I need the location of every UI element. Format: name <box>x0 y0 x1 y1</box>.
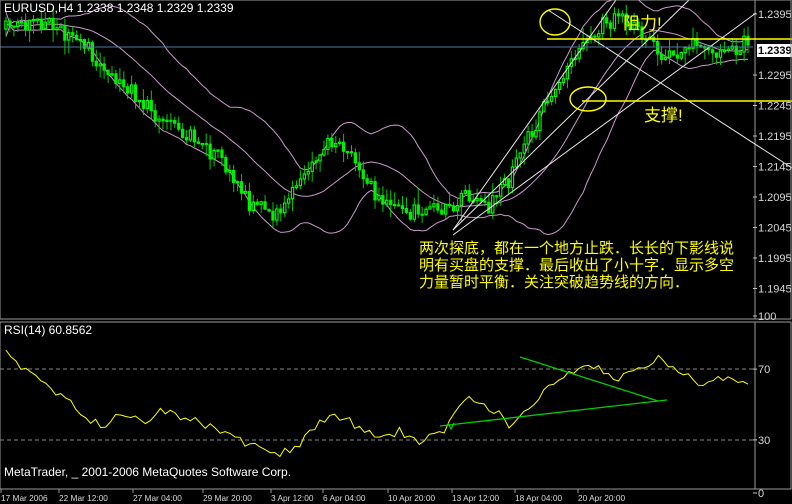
svg-text:13 Apr 12:00: 13 Apr 12:00 <box>452 493 499 503</box>
svg-text:明有买盘的支撑．最后收出了小十字．显示多空: 明有买盘的支撑．最后收出了小十字．显示多空 <box>419 256 734 274</box>
svg-text:阻力!: 阻力! <box>623 14 662 33</box>
svg-text:RSI(14) 60.8562: RSI(14) 60.8562 <box>4 323 92 337</box>
svg-text:1.2245: 1.2245 <box>758 101 792 113</box>
svg-text:1.2295: 1.2295 <box>758 70 792 82</box>
svg-text:1.2145: 1.2145 <box>758 162 792 174</box>
svg-text:29 Mar 20:00: 29 Mar 20:00 <box>203 493 252 503</box>
svg-text:0: 0 <box>758 488 764 500</box>
svg-text:3 Apr 12:00: 3 Apr 12:00 <box>271 493 314 503</box>
svg-text:1.1945: 1.1945 <box>758 284 792 296</box>
svg-text:MetaTrader, _ 2001-2006 MetaQu: MetaTrader, _ 2001-2006 MetaQuotes Softw… <box>4 465 291 479</box>
svg-text:10 Apr 20:00: 10 Apr 20:00 <box>388 493 435 503</box>
svg-text:27 Mar 04:00: 27 Mar 04:00 <box>133 493 182 503</box>
svg-text:6 Apr 04:00: 6 Apr 04:00 <box>323 493 366 503</box>
svg-text:1.2195: 1.2195 <box>758 131 792 143</box>
svg-text:力量暂时平衡．关注突破趋势线的方向．: 力量暂时平衡．关注突破趋势线的方向． <box>419 274 689 291</box>
svg-text:100: 100 <box>758 311 776 323</box>
svg-text:EURUSD,H4 1.2338 1.2348 1.232: EURUSD,H4 1.2338 1.2348 1.2329 1.2339 <box>4 1 234 15</box>
svg-text:1.1995: 1.1995 <box>758 253 792 265</box>
svg-text:17 Mar 2006: 17 Mar 2006 <box>1 493 48 503</box>
svg-text:1.2395: 1.2395 <box>758 9 792 21</box>
svg-text:1.2339: 1.2339 <box>758 45 792 57</box>
svg-text:70: 70 <box>758 364 770 376</box>
svg-text:1.2045: 1.2045 <box>758 223 792 235</box>
svg-text:20 Apr 20:00: 20 Apr 20:00 <box>578 493 625 503</box>
svg-text:两次探底，都在一个地方止跌．长长的下影线说: 两次探底，都在一个地方止跌．长长的下影线说 <box>419 240 734 257</box>
svg-text:18 Apr 04:00: 18 Apr 04:00 <box>515 493 562 503</box>
svg-text:支撑!: 支撑! <box>644 106 683 125</box>
svg-text:30: 30 <box>758 435 770 447</box>
svg-text:1.2095: 1.2095 <box>758 192 792 204</box>
svg-text:22 Mar 12:00: 22 Mar 12:00 <box>59 493 108 503</box>
